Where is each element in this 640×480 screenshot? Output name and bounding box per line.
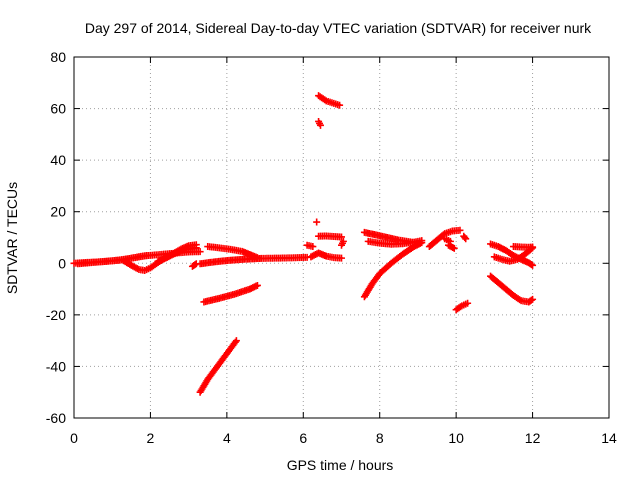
x-tick-label: 4 bbox=[223, 430, 231, 446]
series-7 bbox=[196, 253, 311, 268]
data-point bbox=[309, 243, 317, 251]
series-19 bbox=[364, 237, 426, 248]
y-tick-label: 20 bbox=[50, 204, 66, 220]
series-14 bbox=[315, 117, 324, 129]
y-tick-label: -40 bbox=[46, 358, 66, 374]
data-point bbox=[133, 265, 141, 273]
y-tick-label: -20 bbox=[46, 307, 66, 323]
series-22 bbox=[445, 241, 458, 252]
data-point bbox=[450, 244, 458, 252]
y-axis-label: SDTVAR / TECUs bbox=[4, 182, 20, 294]
data-point bbox=[529, 261, 537, 269]
series-11 bbox=[307, 249, 345, 262]
data-point bbox=[232, 337, 240, 345]
y-tick-label: 40 bbox=[50, 152, 66, 168]
x-tick-label: 14 bbox=[601, 430, 617, 446]
data-point bbox=[338, 254, 345, 262]
data-point bbox=[418, 237, 426, 245]
data-point bbox=[529, 295, 537, 303]
data-point bbox=[461, 234, 469, 241]
data-point bbox=[338, 233, 345, 241]
series-16 bbox=[338, 237, 347, 249]
y-tick-label: 80 bbox=[50, 49, 66, 65]
series-8 bbox=[196, 337, 240, 396]
series-9 bbox=[200, 281, 261, 306]
series-13 bbox=[313, 218, 321, 226]
data-points bbox=[70, 92, 537, 396]
x-axis: 0 2 4 6 8 10 12 14 bbox=[70, 57, 617, 446]
x-tick-label: 2 bbox=[147, 430, 155, 446]
data-point bbox=[192, 244, 200, 252]
data-point bbox=[527, 296, 535, 304]
series-5 bbox=[188, 260, 200, 270]
series-12 bbox=[315, 232, 345, 241]
series-26 bbox=[487, 240, 537, 269]
data-point bbox=[527, 260, 535, 268]
series-24 bbox=[452, 299, 472, 314]
data-point bbox=[456, 226, 464, 234]
series-17 bbox=[360, 239, 426, 301]
data-point bbox=[316, 121, 324, 129]
y-tick-label: -60 bbox=[46, 410, 66, 426]
x-tick-label: 12 bbox=[525, 430, 541, 446]
series-23 bbox=[460, 232, 470, 243]
data-point bbox=[196, 248, 204, 256]
data-point bbox=[336, 101, 344, 109]
grid bbox=[74, 57, 609, 418]
series-25 bbox=[487, 272, 537, 306]
data-point bbox=[516, 296, 524, 304]
data-point bbox=[253, 281, 261, 289]
data-point bbox=[313, 218, 321, 226]
x-tick-label: 6 bbox=[299, 430, 307, 446]
x-tick-label: 8 bbox=[376, 430, 384, 446]
x-tick-label: 0 bbox=[70, 430, 78, 446]
series-2 bbox=[74, 252, 151, 268]
y-tick-label: 0 bbox=[58, 255, 66, 271]
series-28 bbox=[509, 243, 537, 251]
data-point bbox=[143, 252, 151, 260]
series-10 bbox=[303, 241, 317, 251]
series-21 bbox=[441, 235, 454, 245]
series-15 bbox=[315, 92, 344, 109]
y-axis: -60 -40 -20 0 20 40 60 80 bbox=[46, 49, 609, 426]
data-point bbox=[529, 243, 537, 251]
y-tick-label: 60 bbox=[50, 101, 66, 117]
chart-title: Day 297 of 2014, Sidereal Day-to-day VTE… bbox=[85, 20, 592, 36]
plot-frame bbox=[73, 56, 610, 419]
data-point bbox=[191, 261, 199, 269]
data-point bbox=[339, 237, 347, 245]
series-4 bbox=[154, 244, 200, 265]
x-axis-label: GPS time / hours bbox=[287, 457, 394, 473]
x-tick-label: 10 bbox=[448, 430, 464, 446]
data-point bbox=[462, 235, 470, 243]
data-point bbox=[464, 299, 472, 307]
